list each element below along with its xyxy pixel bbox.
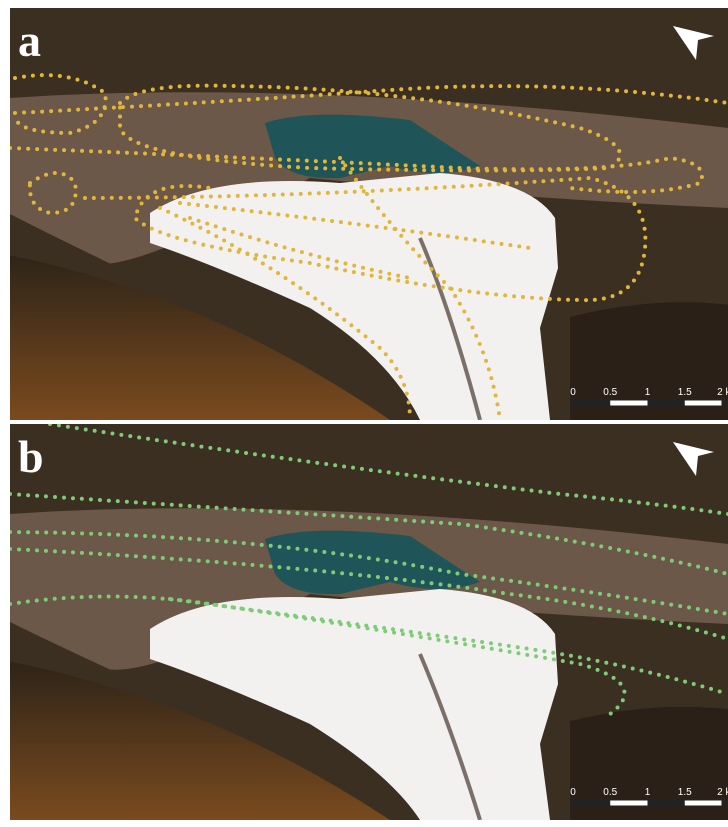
scale-bar-label: 1.5 xyxy=(678,787,692,798)
scale-bar-label: 1.5 xyxy=(678,387,692,398)
panel-label: b xyxy=(18,431,44,482)
scale-bar-label: 2 km xyxy=(717,387,728,398)
scale-bar-label: 1 xyxy=(645,787,651,798)
scale-bar-segment xyxy=(573,400,610,406)
scale-bar-segment xyxy=(648,400,685,406)
scale-bar-label: 0 xyxy=(570,387,576,398)
scale-bar-segment xyxy=(648,800,685,806)
panel: a 0 0.5 1 1.5 2 km xyxy=(10,8,728,420)
scale-bar-label: 2 km xyxy=(717,787,728,798)
scale-bar-label: 1 xyxy=(645,387,651,398)
scale-bar-label: 0.5 xyxy=(603,387,617,398)
figure: a 0 0.5 1 1.5 2 km b 0 0.5 1 1.5 2 km xyxy=(0,0,728,827)
panel-label: a xyxy=(18,15,41,66)
panel: b 0 0.5 1 1.5 2 km xyxy=(10,424,728,820)
scale-bar-segment xyxy=(573,800,610,806)
scale-bar-label: 0.5 xyxy=(603,787,617,798)
scale-bar-label: 0 xyxy=(570,787,576,798)
